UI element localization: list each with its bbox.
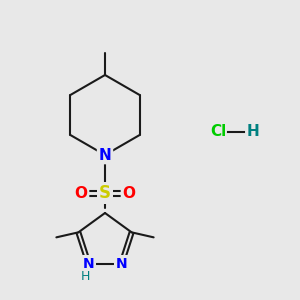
Text: N: N — [83, 257, 94, 271]
Text: N: N — [99, 148, 111, 163]
Text: N: N — [116, 257, 127, 271]
Text: O: O — [74, 185, 88, 200]
Text: H: H — [247, 124, 260, 140]
Text: S: S — [99, 184, 111, 202]
Text: H: H — [81, 270, 90, 283]
Text: O: O — [122, 185, 136, 200]
Text: Cl: Cl — [210, 124, 226, 140]
